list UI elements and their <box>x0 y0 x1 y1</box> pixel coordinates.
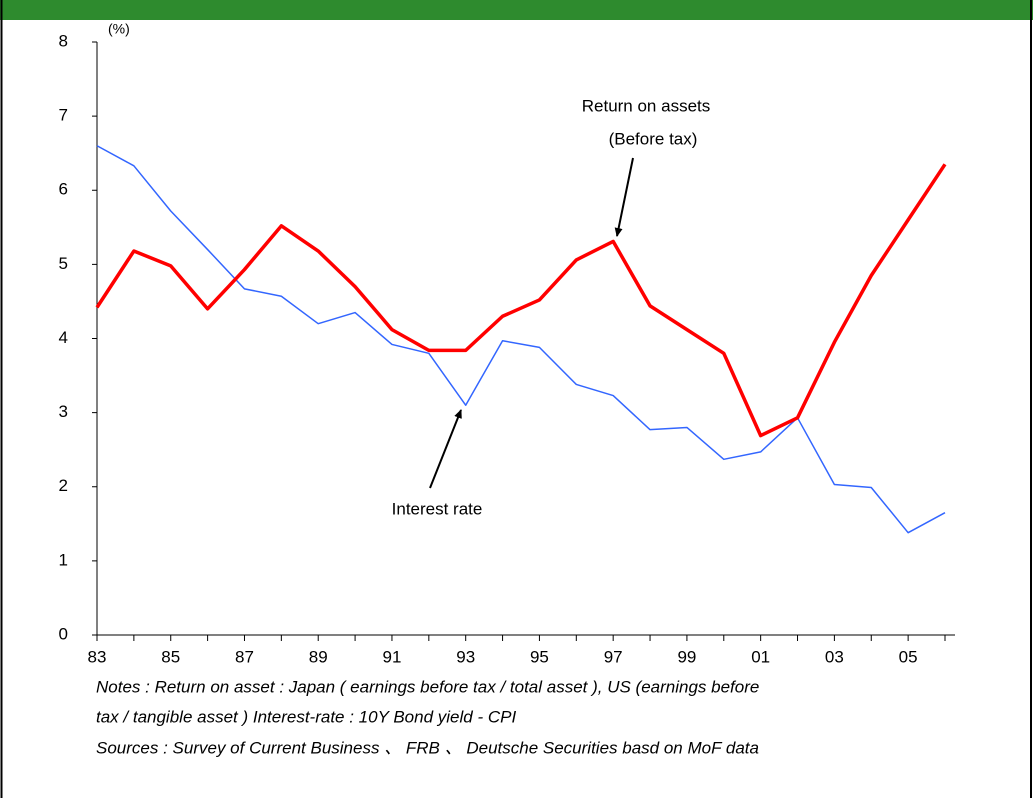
note: Sources : Survey of Current Business 、 F… <box>96 738 759 757</box>
y-tick-label: 6 <box>59 180 68 199</box>
x-tick-label: 83 <box>88 647 107 666</box>
unit-label: (%) <box>108 21 130 37</box>
x-tick-label: 01 <box>751 647 770 666</box>
line-series <box>96 145 946 534</box>
y-tick-label: 0 <box>59 624 68 643</box>
annotation: Interest rate <box>392 499 483 518</box>
annotation: (Before tax) <box>609 129 698 148</box>
x-tick-label: 95 <box>530 647 549 666</box>
arrow <box>429 409 462 489</box>
line-series <box>95 163 947 438</box>
y-tick-label: 7 <box>59 106 68 125</box>
note: tax / tangible asset ) Interest-rate : 1… <box>96 707 516 726</box>
x-tick-label: 91 <box>382 647 401 666</box>
x-tick-label: 89 <box>309 647 328 666</box>
header-bar <box>0 0 1033 20</box>
y-tick-label: 4 <box>59 328 68 347</box>
x-tick-label: 99 <box>677 647 696 666</box>
x-tick-label: 93 <box>456 647 475 666</box>
y-tick-label: 5 <box>59 254 68 273</box>
y-tick-label: 3 <box>59 402 68 421</box>
arrow <box>614 157 634 237</box>
x-tick-label: 05 <box>899 647 918 666</box>
x-tick-label: 85 <box>161 647 180 666</box>
note: Notes : Return on asset : Japan ( earnin… <box>96 677 759 696</box>
x-tick-label: 97 <box>604 647 623 666</box>
annotation: Return on assets <box>582 96 711 115</box>
y-tick-label: 2 <box>59 476 68 495</box>
y-tick-label: 8 <box>59 31 68 50</box>
x-tick-label: 87 <box>235 647 254 666</box>
y-tick-label: 1 <box>59 550 68 569</box>
x-tick-label: 03 <box>825 647 844 666</box>
